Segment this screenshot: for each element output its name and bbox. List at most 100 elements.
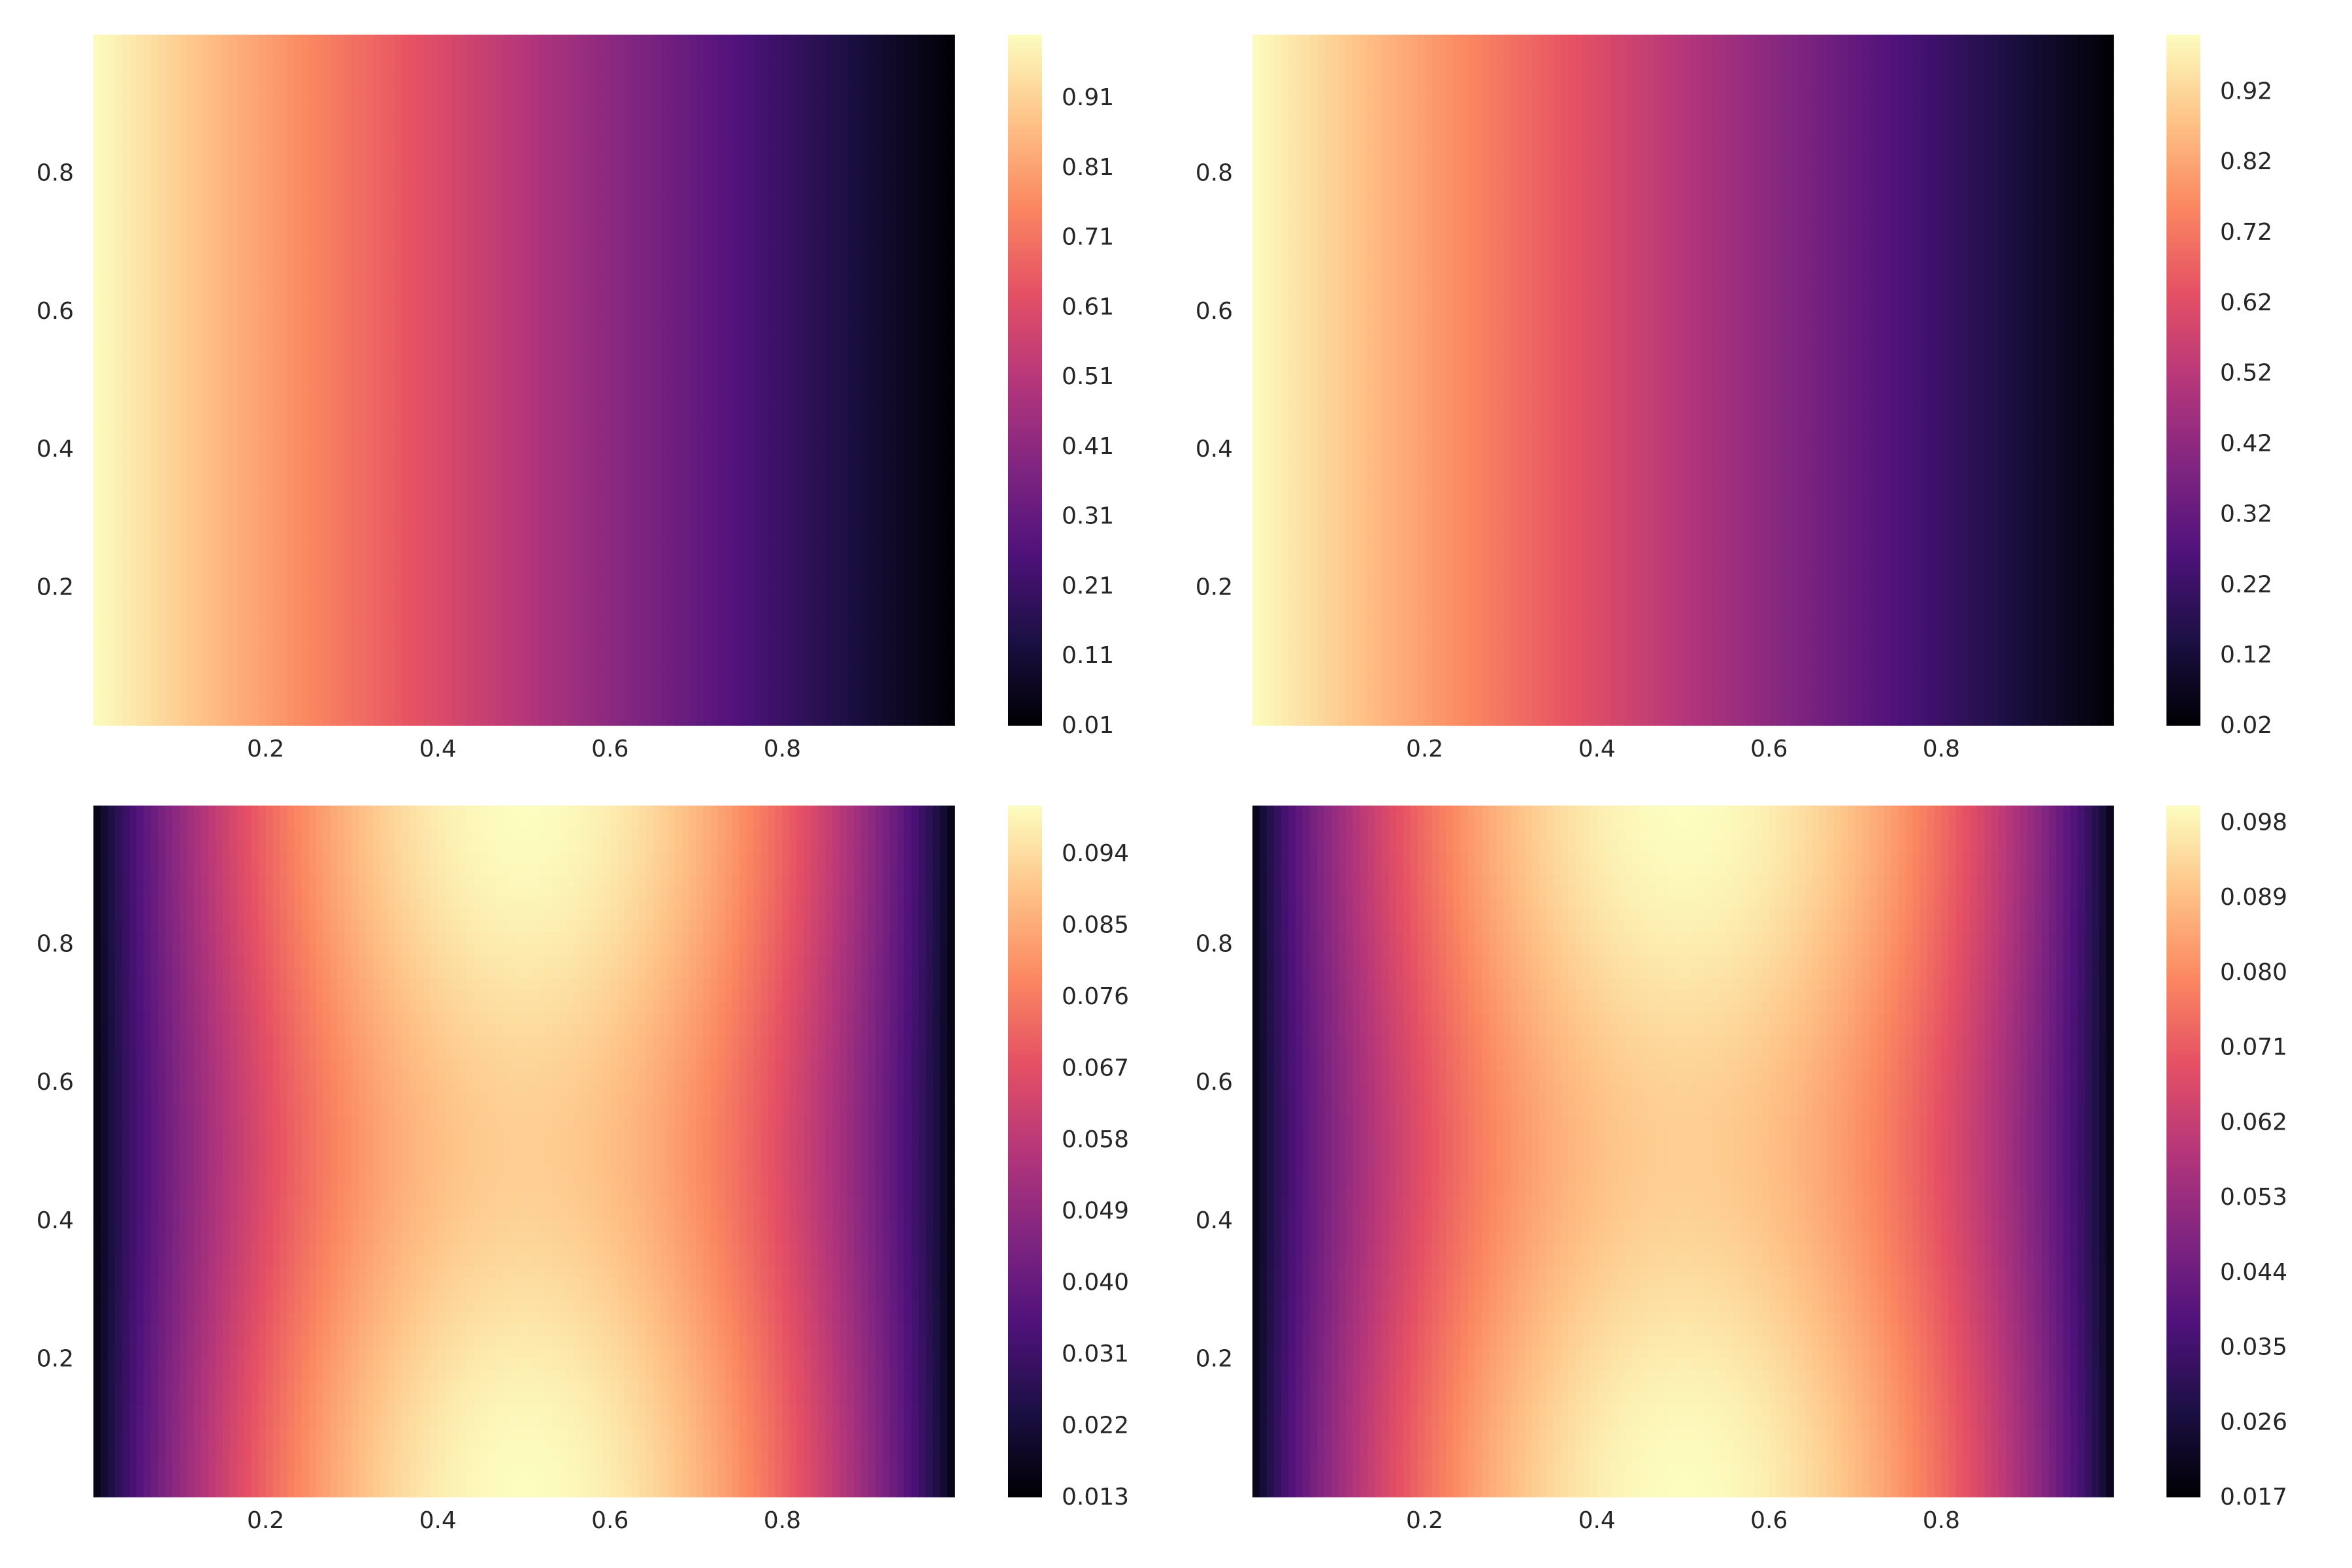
- heatmap-cell: [452, 80, 460, 92]
- heatmap-cell: [244, 472, 252, 483]
- heatmap-cell: [273, 495, 281, 507]
- heatmap-cell: [495, 346, 503, 357]
- heatmap-cell: [144, 253, 152, 265]
- heatmap-cell: [510, 184, 517, 196]
- heatmap-cell: [194, 288, 202, 300]
- heatmap-cell: [653, 150, 661, 161]
- heatmap-cell: [933, 253, 941, 265]
- heatmap-cell: [610, 184, 618, 196]
- heatmap-cell: [911, 334, 919, 346]
- heatmap-cell: [316, 80, 323, 92]
- heatmap-cell: [854, 172, 862, 184]
- heatmap-cell: [546, 150, 553, 161]
- heatmap-cell: [158, 276, 166, 288]
- heatmap-cell: [323, 196, 331, 208]
- heatmap-cell: [919, 426, 926, 438]
- heatmap-cell: [402, 483, 410, 495]
- heatmap-cell: [129, 322, 137, 334]
- heatmap-cell: [380, 127, 388, 139]
- heatmap-cell: [796, 207, 804, 219]
- heatmap-cell: [897, 403, 905, 415]
- heatmap-cell: [344, 57, 352, 69]
- heatmap-cell: [711, 150, 719, 161]
- heatmap-cell: [711, 357, 719, 368]
- heatmap-cell: [825, 150, 833, 161]
- heatmap-cell: [718, 311, 726, 323]
- heatmap-cell: [488, 483, 496, 495]
- heatmap-cell: [668, 276, 676, 288]
- heatmap-cell: [919, 449, 926, 461]
- heatmap-cell: [926, 414, 934, 426]
- heatmap-cell: [682, 242, 690, 253]
- heatmap-cell: [875, 414, 883, 426]
- heatmap-cell: [653, 46, 661, 58]
- heatmap-cell: [431, 506, 438, 518]
- heatmap-cell: [589, 368, 596, 380]
- heatmap-cell: [380, 438, 388, 449]
- heatmap-cell: [574, 334, 582, 346]
- heatmap-cell: [897, 150, 905, 161]
- heatmap-cell: [495, 150, 503, 161]
- heatmap-cell: [732, 219, 740, 231]
- heatmap-cell: [416, 230, 424, 242]
- heatmap-cell: [445, 150, 453, 161]
- heatmap-cell: [295, 438, 302, 449]
- heatmap-cell: [668, 69, 676, 81]
- heatmap-cell: [661, 150, 668, 161]
- heatmap-cell: [194, 322, 202, 334]
- heatmap-cell: [316, 219, 323, 231]
- heatmap-cell: [740, 35, 747, 46]
- heatmap-cell: [266, 242, 274, 253]
- heatmap-cell: [789, 322, 797, 334]
- heatmap-cell: [617, 242, 625, 253]
- heatmap-cell: [883, 276, 890, 288]
- heatmap-cell: [201, 288, 209, 300]
- heatmap-cell: [897, 483, 905, 495]
- heatmap-cell: [668, 426, 676, 438]
- heatmap-cell: [108, 242, 116, 253]
- heatmap-cell: [861, 35, 869, 46]
- heatmap-cell: [395, 276, 402, 288]
- heatmap-cell: [273, 506, 281, 518]
- heatmap-cell: [538, 391, 546, 403]
- heatmap-cell: [495, 253, 503, 265]
- heatmap-cell: [395, 104, 402, 116]
- heatmap-cell: [768, 80, 776, 92]
- heatmap-cell: [122, 35, 130, 46]
- heatmap-cell: [187, 127, 195, 139]
- heatmap-cell: [287, 57, 295, 69]
- heatmap-cell: [172, 161, 180, 173]
- heatmap-cell: [811, 322, 819, 334]
- heatmap-cell: [474, 161, 482, 173]
- heatmap-cell: [596, 276, 604, 288]
- heatmap-cell: [653, 311, 661, 323]
- heatmap-cell: [581, 265, 589, 276]
- heatmap-cell: [704, 368, 711, 380]
- heatmap-cell: [423, 115, 431, 127]
- heatmap-cell: [395, 172, 402, 184]
- heatmap-cell: [567, 161, 575, 173]
- heatmap-cell: [746, 276, 754, 288]
- heatmap-cell: [223, 346, 231, 357]
- heatmap-cell: [847, 172, 855, 184]
- heatmap-cell: [789, 265, 797, 276]
- heatmap-cell: [452, 265, 460, 276]
- heatmap-cell: [574, 380, 582, 392]
- heatmap-cell: [208, 288, 216, 300]
- heatmap-cell: [567, 115, 575, 127]
- heatmap-cell: [445, 368, 453, 380]
- heatmap-cell: [380, 104, 388, 116]
- heatmap-cell: [172, 184, 180, 196]
- heatmap-cell: [775, 461, 783, 472]
- heatmap-cell: [646, 391, 654, 403]
- heatmap-cell: [302, 150, 310, 161]
- heatmap-cell: [101, 276, 108, 288]
- heatmap-cell: [639, 322, 647, 334]
- heatmap-cell: [596, 334, 604, 346]
- heatmap-cell: [366, 253, 374, 265]
- heatmap-cell: [474, 380, 482, 392]
- heatmap-cell: [409, 322, 417, 334]
- heatmap-cell: [252, 230, 259, 242]
- heatmap-cell: [359, 438, 367, 449]
- heatmap-cell: [940, 207, 948, 219]
